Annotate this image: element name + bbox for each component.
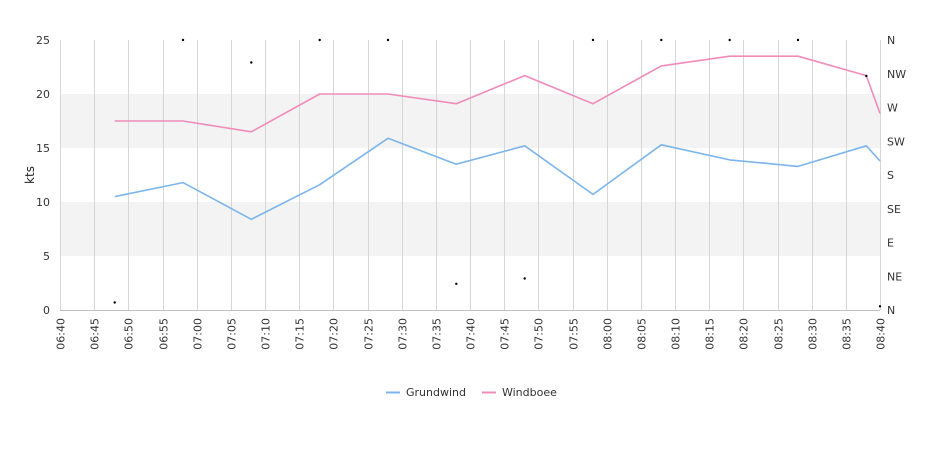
y-tick-label: 5 [43, 250, 50, 263]
x-tick-label: 06:40 [55, 318, 68, 350]
direction-point [523, 277, 526, 280]
series-line-windboee [114, 55, 881, 133]
direction-point [250, 61, 253, 64]
x-tick-label: 07:10 [260, 318, 273, 350]
y2-tick-label: SW [887, 135, 905, 148]
y-tick-label: 25 [36, 34, 50, 47]
y2-tick-label: N [887, 34, 895, 47]
y2-tick-label: NE [887, 270, 902, 283]
y-tick-label: 10 [36, 196, 50, 209]
x-tick-label: 06:55 [158, 318, 171, 350]
x-tick-label: 07:05 [226, 318, 239, 350]
y2-axis-labels: N NE E SE S SW W NW N [887, 34, 906, 317]
x-tick-label: 08:20 [738, 318, 751, 350]
x-tick-label: 08:30 [807, 318, 820, 350]
legend: Grundwind Windboee [386, 386, 557, 399]
x-tick-label: 07:00 [192, 318, 205, 350]
direction-point [591, 38, 595, 42]
direction-point [113, 301, 116, 304]
y2-tick-label: W [887, 102, 898, 115]
x-tick-label: 07:30 [397, 318, 410, 350]
legend-label: Windboee [502, 386, 557, 399]
x-tick-label: 07:15 [294, 318, 307, 350]
direction-point [796, 38, 800, 42]
direction-points [113, 38, 882, 308]
direction-point [455, 282, 458, 285]
x-tick-label: 06:50 [123, 318, 136, 350]
x-tick-label: 08:15 [704, 318, 717, 350]
y-tick-label: 15 [36, 142, 50, 155]
x-tick-label: 07:45 [499, 318, 512, 350]
direction-point [728, 38, 731, 42]
y-tick-label: 0 [43, 304, 50, 317]
y2-tick-label: SE [887, 203, 901, 216]
direction-point [318, 38, 321, 42]
y-tick-label: 20 [36, 88, 50, 101]
series-lines [114, 55, 881, 221]
x-tick-label: 07:25 [363, 318, 376, 350]
x-tick-label: 07:35 [431, 318, 444, 350]
x-tick-label: 07:40 [465, 318, 478, 350]
direction-point [878, 305, 882, 308]
x-tick-label: 06:45 [89, 318, 102, 350]
x-tick-label: 07:50 [533, 318, 546, 350]
x-tick-label: 08:00 [602, 318, 615, 350]
y2-tick-label: NW [887, 68, 906, 81]
y2-tick-label: N [887, 304, 895, 317]
x-tick-label: 08:25 [773, 318, 786, 350]
x-axis-labels: 06:40 06:45 06:50 06:55 07:00 07:05 07:10 07:15… [55, 318, 888, 350]
direction-point [865, 74, 868, 78]
x-tick-label: 08:05 [636, 318, 649, 350]
direction-point [386, 38, 390, 42]
direction-point [181, 38, 185, 42]
x-tick-label: 08:40 [875, 318, 888, 350]
y2-tick-label: E [887, 237, 894, 250]
legend-label: Grundwind [406, 386, 466, 399]
legend-item-windboee[interactable]: Windboee [481, 386, 557, 399]
legend-item-grundwind[interactable]: Grundwind [386, 386, 466, 399]
y2-tick-label: S [887, 169, 894, 182]
x-tick-label: 07:20 [328, 318, 341, 350]
vertical-grid [60, 40, 881, 310]
y-axis-labels: 0 5 10 15 20 25 [36, 34, 50, 317]
y-axis-title: kts [23, 166, 37, 184]
direction-point [660, 38, 663, 42]
series-line-grundwind [114, 137, 881, 221]
x-tick-label: 08:10 [670, 318, 683, 350]
x-tick-label: 07:55 [568, 318, 581, 350]
x-tick-label: 08:35 [841, 318, 854, 350]
